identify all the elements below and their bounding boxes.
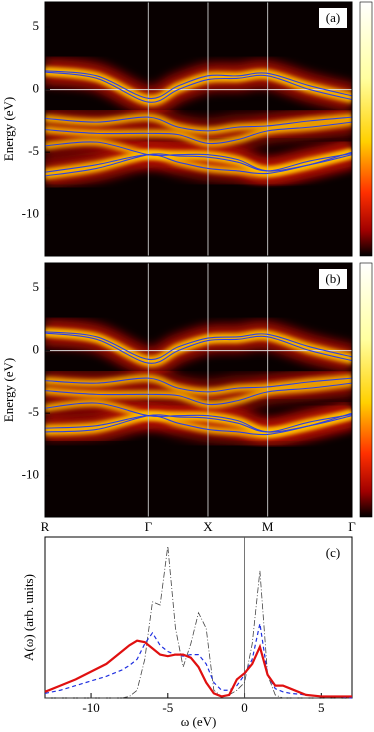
y-tick-label: -10: [22, 467, 39, 482]
frame: [44, 536, 353, 699]
panel-label: (b): [325, 271, 340, 286]
panel-label: (a): [326, 10, 340, 25]
band: [45, 332, 352, 364]
spectrum: [44, 639, 352, 698]
y-tick-label: 5: [33, 18, 40, 33]
band: [45, 116, 352, 132]
band: [45, 382, 352, 406]
y-tick-label: -10: [22, 206, 39, 221]
x-tick-label: -5: [162, 700, 173, 715]
x-tick-label: 5: [318, 700, 325, 715]
band: [45, 377, 352, 393]
heatmap: [45, 2, 352, 256]
band: [45, 71, 352, 103]
x-tick-label: Γ: [145, 519, 153, 534]
band: [45, 331, 352, 360]
y-axis-label: A(ω) (arb. units): [21, 574, 36, 661]
colorbar: [359, 262, 373, 518]
y-tick-label: 5: [33, 279, 40, 294]
heatmap: [45, 263, 352, 517]
band: [45, 121, 352, 145]
y-tick-label: 0: [33, 342, 40, 357]
label-bg: [319, 8, 347, 28]
y-axis-label: Energy (eV): [1, 97, 16, 161]
colorbar: [359, 1, 373, 257]
y-tick-label: 0: [33, 81, 40, 96]
x-tick-label: 0: [241, 700, 248, 715]
frame: [44, 1, 353, 257]
x-tick-label: -10: [82, 700, 99, 715]
x-tick-label: R: [41, 519, 50, 534]
x-tick-label: X: [203, 519, 213, 534]
band: [45, 70, 352, 99]
label-bg: [319, 269, 347, 289]
band: [45, 413, 352, 433]
frame: [44, 262, 353, 518]
panel-label: (c): [326, 545, 340, 560]
x-tick-label: Γ: [348, 519, 356, 534]
x-tick-label: M: [262, 519, 274, 534]
spectrum: [45, 546, 352, 699]
band: [45, 412, 352, 436]
y-tick-label: -5: [28, 404, 39, 419]
band: [45, 151, 352, 175]
x-axis-label: ω (eV): [181, 714, 217, 729]
band: [45, 152, 352, 177]
y-axis-label: Energy (eV): [1, 358, 16, 422]
y-tick-label: -5: [28, 143, 39, 158]
spectrum: [44, 623, 353, 699]
